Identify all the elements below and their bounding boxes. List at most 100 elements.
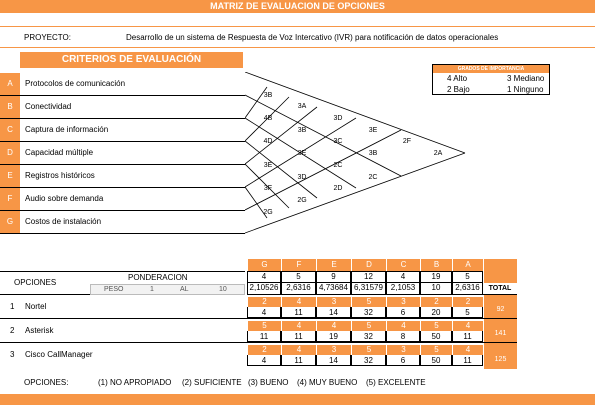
ponderacion-label: PONDERACION [128, 273, 188, 282]
criteria-code-header: D [351, 259, 386, 271]
option-weighted: 11 [281, 355, 316, 366]
peso-scale-row [90, 284, 245, 295]
criteria-row: E Registros históricos [0, 165, 245, 188]
importance-item: 3 Mediano [507, 74, 545, 83]
option-score: 2 [452, 297, 483, 307]
option-weighted: 8 [386, 331, 420, 342]
ponderacion-value: 5 [281, 271, 316, 283]
comparison-cell: 2C [368, 174, 378, 181]
option-number: 1 [10, 302, 15, 311]
comparison-cell: 3B [368, 150, 378, 157]
criteria-code: G [0, 211, 20, 233]
criteria-code: B [0, 96, 20, 118]
comparison-triangle [245, 72, 466, 234]
footer-bar [0, 394, 595, 405]
options-legend-item: (3) BUENO [248, 378, 289, 387]
option-weighted: 19 [316, 331, 351, 342]
option-weighted: 6 [386, 355, 420, 366]
comparison-cell: 3E [368, 127, 378, 134]
title-bar: MATRIZ DE EVALUACION DE OPCIONES [0, 0, 595, 13]
project-label: PROYECTO: [24, 33, 71, 42]
criteria-name: Protocolos de comunicación [25, 79, 126, 88]
criteria-code-header: E [316, 259, 351, 271]
ponderacion-value: 4 [247, 271, 281, 283]
criteria-code-header: A [452, 259, 483, 271]
peso-value: 10 [420, 283, 452, 295]
option-score: 4 [281, 345, 316, 355]
option-score: 2 [420, 297, 452, 307]
option-name: Asterisk [25, 326, 54, 335]
criteria-name: Audio sobre demanda [25, 194, 104, 203]
peso-value: 4,73684 [316, 283, 351, 295]
options-legend-item: (4) MUY BUENO [297, 378, 358, 387]
comparison-cell: 3E [297, 150, 307, 157]
comparison-cell: 3D [297, 174, 307, 181]
option-score: 5 [420, 321, 452, 331]
option-row: 3 Cisco CallManager 2 4 3 5 3 5 4 4 11 1… [0, 343, 517, 369]
option-score: 2 [247, 297, 281, 307]
option-score: 5 [247, 321, 281, 331]
total-label: TOTAL [488, 285, 512, 292]
range-start: 1 [150, 286, 154, 293]
project-row: PROYECTO: Desarrollo de un sistema de Re… [0, 26, 595, 48]
options-legend-item: (1) NO APROPIADO [98, 378, 172, 387]
option-row: 2 Asterisk 5 4 4 5 4 5 4 11 11 19 32 8 5… [0, 319, 517, 343]
option-weighted: 4 [247, 307, 281, 318]
options-legend-label: OPCIONES: [24, 378, 69, 387]
options-legend-item: (5) EXCELENTE [366, 378, 426, 387]
comparison-cell: 2D [333, 185, 343, 192]
comparison-cell: 3B [297, 127, 307, 134]
criteria-row: G Costos de instalación [0, 211, 245, 234]
option-weighted: 11 [452, 355, 483, 366]
comparison-cell: 3D [333, 115, 343, 122]
criteria-code: D [0, 142, 20, 164]
criteria-code: A [0, 73, 20, 95]
option-weighted: 6 [386, 307, 420, 318]
criteria-code-header: G [247, 259, 281, 271]
option-score: 3 [386, 345, 420, 355]
ponderacion-value: 4 [386, 271, 420, 283]
option-weighted: 5 [452, 307, 483, 318]
ponderacion-value: 12 [351, 271, 386, 283]
option-score: 2 [247, 345, 281, 355]
option-score: 4 [452, 321, 483, 331]
comparison-cell: 3C [333, 138, 343, 145]
option-score: 4 [316, 321, 351, 331]
comparison-cell: 3E [263, 162, 273, 169]
option-score: 3 [386, 297, 420, 307]
option-number: 3 [10, 350, 15, 359]
option-weighted: 14 [316, 355, 351, 366]
criteria-header: CRITERIOS DE EVALUACIÓN [20, 52, 243, 68]
importance-item: 1 Ninguno [507, 85, 544, 94]
option-score: 5 [420, 345, 452, 355]
criteria-name: Costos de instalación [25, 217, 102, 226]
importance-item: 4 Alto [447, 74, 468, 83]
option-weighted: 20 [420, 307, 452, 318]
project-description: Desarrollo de un sistema de Respuesta de… [126, 33, 499, 42]
comparison-cell: 3A [297, 103, 307, 110]
peso-label: PESO [104, 286, 124, 293]
comparison-cell: 4D [263, 138, 273, 145]
peso-value: 2,1053 [386, 283, 420, 295]
peso-value: 2,10526 [247, 283, 281, 295]
criteria-code-header: C [386, 259, 420, 271]
importance-legend: GRADOS DE IMPORTANCIA 4 Alto 3 Mediano 2… [432, 64, 550, 95]
comparison-cell: 2A [433, 150, 443, 157]
option-score: 5 [351, 345, 386, 355]
option-weighted: 50 [420, 355, 452, 366]
option-score: 3 [316, 297, 351, 307]
option-score: 4 [281, 297, 316, 307]
option-number: 2 [10, 326, 15, 335]
options-legend-item: (2) SUFICIENTE [182, 378, 242, 387]
criteria-row: A Protocolos de comunicación [0, 73, 245, 96]
ponderacion-value: 5 [452, 271, 483, 283]
importance-item: 2 Bajo [447, 85, 470, 94]
option-weighted: 14 [316, 307, 351, 318]
criteria-code-header: F [281, 259, 316, 271]
total-header-block [483, 259, 517, 283]
option-total: 141 [483, 319, 517, 342]
comparison-cell: 2F [402, 138, 412, 145]
option-row: 1 Nortel 2 4 3 5 3 2 2 4 11 14 32 6 20 5… [0, 295, 517, 319]
option-score: 4 [386, 321, 420, 331]
criteria-row: D Capacidad múltiple [0, 142, 245, 165]
